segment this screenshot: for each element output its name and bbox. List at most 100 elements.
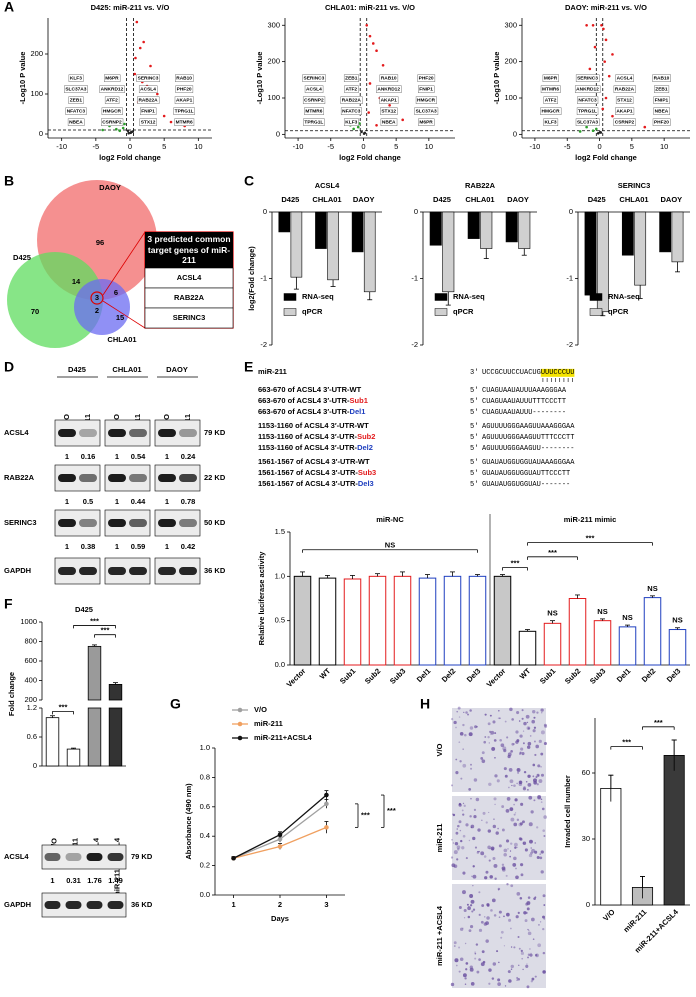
stained-cell [453, 720, 457, 725]
point [604, 38, 608, 42]
blot-band [65, 853, 82, 861]
band-value: 1 [115, 497, 119, 506]
bar [343, 578, 362, 666]
stained-cell [510, 946, 513, 948]
point [381, 63, 385, 67]
stained-cell [519, 752, 521, 755]
gene-label-box [418, 118, 435, 126]
blot-group: D425 [68, 365, 86, 374]
x-axis-label: log2 Fold change [99, 153, 161, 162]
stained-cell [473, 815, 477, 819]
gene-label-box [376, 85, 402, 93]
point [131, 130, 135, 133]
error-bar [640, 876, 645, 888]
stained-cell [528, 853, 533, 858]
legend-label: qPCR [608, 307, 629, 316]
stained-cell [525, 964, 529, 968]
series-line [233, 803, 327, 859]
stained-cell [452, 813, 456, 817]
category-label: CHLA01 [465, 195, 494, 204]
error-bar [350, 575, 355, 579]
venn-set [7, 252, 103, 348]
point [358, 122, 361, 125]
stained-cell [465, 711, 468, 714]
gene-label-box [652, 74, 671, 82]
stained-cell [498, 709, 500, 712]
legend-label: qPCR [453, 307, 474, 316]
bar [668, 629, 687, 666]
stained-cell [463, 711, 465, 713]
stained-cell [537, 795, 542, 799]
legend-swatch [283, 308, 297, 316]
stained-cell [536, 711, 539, 714]
gene-label: ANKRD12 [101, 86, 124, 92]
stained-cell [541, 712, 543, 714]
stained-cell [513, 784, 516, 787]
stained-cell [542, 951, 546, 955]
micrograph-label: V/O [435, 743, 444, 756]
stained-cell [475, 943, 479, 946]
blot-band [44, 853, 61, 861]
lane-label: V/O [49, 838, 58, 851]
gene-label: FNIP1 [141, 108, 155, 114]
stained-cell [527, 928, 529, 931]
stained-cell [493, 863, 498, 868]
seed-highlight [540, 368, 575, 377]
stained-cell [532, 710, 536, 714]
utr-label-text: 663-670 of ACSL4 3′-UTR- [258, 396, 350, 405]
utr-tag: Sub2 [357, 432, 375, 441]
point [277, 832, 283, 838]
gene-label-box [653, 96, 670, 104]
bar [442, 211, 455, 293]
error-bar [521, 248, 527, 256]
point [375, 123, 378, 127]
stained-cell [522, 968, 524, 971]
stained-cell [535, 744, 540, 749]
stained-cell [538, 779, 543, 783]
stained-cell [505, 874, 508, 877]
gene-label-box [104, 96, 120, 104]
stained-cell [487, 736, 490, 739]
stained-cell [495, 831, 499, 835]
stained-cell [527, 896, 531, 899]
gene-label-box [175, 74, 194, 82]
bar [418, 577, 437, 666]
gene-label: ZEB1 [70, 97, 83, 103]
stained-cell [490, 846, 495, 851]
point [324, 825, 329, 830]
stained-cell [520, 863, 524, 867]
stained-cell [473, 808, 477, 812]
bar [634, 211, 647, 286]
stained-cell [518, 964, 520, 967]
point [600, 23, 603, 27]
stained-cell [526, 907, 530, 911]
gene-label-box [174, 96, 194, 104]
bar [659, 211, 672, 253]
stained-cell [487, 845, 491, 850]
stained-cell [514, 798, 518, 802]
seq-end: 5′ [470, 445, 478, 453]
stained-cell [497, 982, 501, 986]
utr-label-text: 1153-1160 of ACSL4 3′-UTR-WT [258, 421, 369, 430]
stained-cell [458, 802, 462, 806]
bar [480, 211, 493, 249]
category-label: D425 [588, 195, 606, 204]
legend-label: miR-211+ACSL4 [254, 733, 313, 742]
panel-label: E [244, 359, 253, 375]
point [101, 128, 104, 132]
error-bar [550, 620, 555, 624]
stained-cell [537, 795, 541, 800]
utr-label: 1561-1567 of ACSL4 3′-UTR-Del3 [258, 479, 374, 488]
stained-cell [539, 853, 542, 855]
stained-cell [501, 866, 506, 871]
y-tick-label: 0 [33, 761, 37, 770]
stained-cell [485, 821, 488, 824]
stained-cell [513, 803, 515, 806]
y-tick-label: 800 [24, 636, 37, 645]
stained-cell [506, 839, 510, 843]
band-value: 0.38 [81, 542, 96, 551]
error-bar [71, 747, 76, 750]
stained-cell [450, 856, 454, 859]
gene-label: NBEA [655, 108, 669, 114]
gene-label-box [65, 107, 87, 115]
